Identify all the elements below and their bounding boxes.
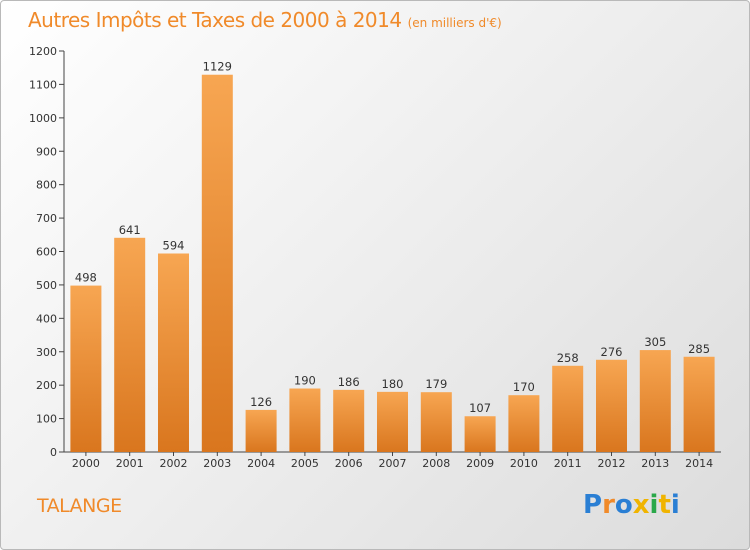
logo-letter: i — [670, 490, 680, 520]
data-label-2000: 498 — [75, 271, 97, 285]
y-tick-label: 1000 — [29, 112, 57, 125]
bar-2003 — [201, 74, 233, 452]
bar-2010 — [508, 395, 540, 452]
x-tick-label: 2011 — [554, 457, 582, 470]
x-tick-label: 2012 — [598, 457, 626, 470]
logo-letter: r — [602, 490, 615, 520]
y-tick-label: 1100 — [29, 78, 57, 91]
y-tick-label: 700 — [36, 212, 57, 225]
x-tick-label: 2006 — [335, 457, 363, 470]
y-tick-label: 0 — [50, 446, 57, 459]
y-tick-label: 200 — [36, 379, 57, 392]
logo-letter: x — [632, 490, 650, 520]
x-tick-label: 2010 — [510, 457, 538, 470]
x-tick-label: 2002 — [160, 457, 188, 470]
axes: 0 100 200 300 400 500 600 700 800 900 1000 1100 1200 — [29, 45, 721, 459]
data-label-2006: 186 — [338, 375, 360, 389]
bar-2004 — [245, 409, 277, 452]
bar-2011 — [552, 365, 584, 452]
data-label-2003: 1129 — [203, 60, 232, 74]
bars — [70, 74, 715, 452]
chart-title: Autres Impôts et Taxes de 2000 à 2014 (en… — [28, 8, 502, 32]
y-tick-label: 800 — [36, 179, 57, 192]
y-tick-label: 600 — [36, 246, 57, 259]
x-tick-label: 2001 — [116, 457, 144, 470]
data-label-2014: 285 — [688, 342, 710, 356]
data-label-2005: 190 — [294, 374, 316, 388]
town-name: TALANGE — [37, 495, 122, 517]
data-label-2009: 107 — [469, 401, 491, 415]
proxiti-logo: Proxiti — [583, 490, 680, 520]
bar-2013 — [639, 350, 671, 452]
unit-subtitle: (en milliers d'€) — [407, 16, 502, 30]
bar-2005 — [289, 388, 321, 452]
bar-2007 — [377, 391, 408, 452]
logo-letter: t — [658, 490, 671, 520]
bar-2006 — [333, 389, 365, 452]
data-label-2010: 170 — [513, 380, 535, 394]
data-label-2012: 276 — [601, 345, 623, 359]
data-label-2004: 126 — [250, 395, 272, 409]
logo-letter: o — [614, 490, 633, 520]
data-label-2001: 641 — [119, 223, 141, 237]
y-tick-label: 1200 — [29, 45, 57, 58]
x-tick-label: 2009 — [466, 457, 494, 470]
data-label-2008: 179 — [425, 377, 447, 391]
data-label-2002: 594 — [163, 239, 185, 253]
y-tick-label: 100 — [36, 413, 57, 426]
logo-letter: P — [583, 490, 603, 520]
bar-2012 — [596, 359, 627, 452]
x-tick-label: 2008 — [422, 457, 450, 470]
y-tick-label: 900 — [36, 145, 57, 158]
y-tick-label: 400 — [36, 312, 57, 325]
x-tick-label: 2000 — [72, 457, 100, 470]
x-tick-label: 2005 — [291, 457, 319, 470]
x-tick-label: 2004 — [247, 457, 275, 470]
labels: 2000 498 2001 641 2002 594 2003 1129 2004 126 2005… — [72, 60, 713, 470]
data-label-2013: 305 — [644, 335, 666, 349]
bar-2008 — [420, 392, 452, 452]
logo-letter: i — [649, 490, 659, 520]
bar-2001 — [114, 237, 146, 452]
bar-2002 — [158, 253, 189, 452]
bar-2000 — [70, 285, 102, 452]
x-tick-label: 2007 — [379, 457, 407, 470]
y-tick-label: 500 — [36, 279, 57, 292]
bar-2014 — [683, 356, 715, 452]
bar-2009 — [464, 416, 496, 452]
y-tick-label: 300 — [36, 346, 57, 359]
x-tick-label: 2013 — [641, 457, 669, 470]
x-tick-label: 2014 — [685, 457, 713, 470]
data-label-2007: 180 — [382, 377, 404, 391]
data-label-2011: 258 — [557, 351, 579, 365]
x-tick-label: 2003 — [203, 457, 231, 470]
title-text: Autres Impôts et Taxes de 2000 à 2014 — [28, 8, 402, 32]
